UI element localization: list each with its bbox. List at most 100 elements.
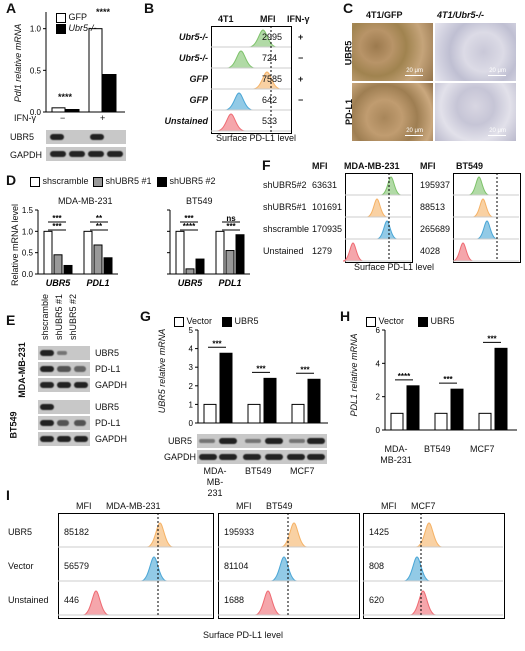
d-bar <box>103 257 113 275</box>
a-ytick-label: 1.0 <box>30 25 42 34</box>
e-label-ubr5-b: UBR5 <box>95 402 120 412</box>
f-histograms <box>342 173 411 262</box>
g-bar <box>203 403 217 424</box>
i-cell-name: MCF7 <box>411 501 436 511</box>
i-frame <box>58 513 214 619</box>
h-xlabel-2: MCF7 <box>470 444 495 454</box>
h-xlabel-1: BT549 <box>424 444 451 454</box>
scale-label: 20 μm <box>406 68 423 74</box>
i-peak <box>146 522 174 548</box>
b-row-label: Ubr5-/- <box>179 32 208 42</box>
i-peak <box>409 590 437 616</box>
g-bar <box>291 403 305 424</box>
g-blot-ubr5 <box>197 434 327 448</box>
f-row-label: shscramble <box>263 224 310 234</box>
e-blot-ubr5-a <box>38 346 90 360</box>
i-peak <box>140 556 168 582</box>
panel-a-ifn-label: IFN-γ <box>14 113 36 123</box>
g-bar <box>219 352 233 424</box>
f-row-label: shUBR5#1 <box>263 202 307 212</box>
f-histograms <box>452 173 519 262</box>
panel-d-label: D <box>6 172 17 188</box>
f-peak <box>476 220 498 240</box>
panel-e-lane-0: shscramble <box>40 293 50 340</box>
panel-e-lane-1: shUBR5 #1 <box>54 293 64 340</box>
ihc-gfp-ubr5: 20 μm <box>352 23 433 81</box>
i-mfi-header: MFI <box>236 501 252 511</box>
b-peak <box>224 92 254 111</box>
i-cell-name: MDA-MB-231 <box>106 501 161 511</box>
h-ytick-label: 4 <box>376 359 381 368</box>
panel-g-legend-0: Vector <box>174 316 212 327</box>
panel-f-xlabel: Surface PD-L1 level <box>354 262 435 272</box>
f-peak <box>366 198 388 218</box>
panel-d-legend-1: shUBR5 #1 <box>93 176 152 187</box>
h-bar <box>406 385 420 431</box>
i-mfi-value: 85182 <box>64 527 90 537</box>
panel-i-label: I <box>6 487 10 503</box>
f-mfi-value: 4028 <box>420 246 441 256</box>
g-xlabel-2: MCF7 <box>290 466 315 476</box>
f-peak <box>452 242 474 262</box>
f-peak <box>468 176 490 196</box>
i-peak <box>254 590 282 616</box>
panel-h-legend-0: Vector <box>366 316 404 327</box>
h-bar <box>434 412 448 431</box>
a-bar <box>88 28 103 113</box>
b-row-mfi: 533 <box>262 116 278 126</box>
a-bar <box>51 107 66 113</box>
panel-a-sig-right: **** <box>96 7 111 17</box>
d-bar <box>215 230 225 275</box>
d-bar <box>93 244 103 275</box>
i-mfi-value: 1425 <box>369 527 390 537</box>
e-label-pdl1-b: PD-L1 <box>95 418 121 428</box>
panel-b-xlabel: Surface PD-L1 level <box>216 133 297 143</box>
d-ytick-label: 1.5 <box>22 206 34 215</box>
d-sig: ** <box>96 214 103 223</box>
i-row-label: Unstained <box>8 595 49 605</box>
e-label-gapdh-b: GAPDH <box>95 434 128 444</box>
f-mfi-value: 101691 <box>312 202 343 212</box>
i-frame <box>363 513 505 619</box>
b-row-ifn: − <box>298 53 304 63</box>
f-peak <box>342 242 364 262</box>
e-label-pdl1-a: PD-L1 <box>95 364 121 374</box>
panel-a-ylabel: Pdl1 relative mRNA <box>13 23 23 103</box>
panel-e-label: E <box>6 312 16 328</box>
d-xlabel: UBR5 <box>46 278 71 288</box>
b-row-mfi: 724 <box>262 53 278 63</box>
panel-i-xlabel: Surface PD-L1 level <box>203 630 284 640</box>
h-bar <box>450 388 464 431</box>
panel-a-ifn-plus: + <box>100 113 106 123</box>
i-mfi-value: 56579 <box>64 561 90 571</box>
i-mfi-value: 81104 <box>224 561 249 571</box>
i-mfi-value: 620 <box>369 595 385 605</box>
g-sig: *** <box>212 339 222 348</box>
panel-b-header-4t1: 4T1 <box>218 14 234 24</box>
d-bar <box>43 230 53 275</box>
b-peak <box>216 113 246 132</box>
h-sig: **** <box>398 372 411 381</box>
panel-f-col-a: MDA-MB-231 <box>344 161 400 171</box>
g-xlabel-1: BT549 <box>245 466 272 476</box>
e-label-gapdh-a: GAPDH <box>95 380 128 390</box>
d-xlabel: PDL1 <box>218 278 241 288</box>
panel-a-blot-ubr5 <box>46 130 126 144</box>
panel-a-ifn-minus: − <box>60 113 66 123</box>
panel-e-cell-b: BT549 <box>8 411 19 439</box>
panel-e-lane-2: shUBR5 #2 <box>68 293 78 340</box>
panel-a-blot-label-gapdh: GAPDH <box>10 150 43 160</box>
e-blot-ubr5-b <box>38 400 90 414</box>
f-peak <box>472 198 494 218</box>
f-mfi-value: 170935 <box>312 224 343 234</box>
d-xlabel: UBR5 <box>178 278 203 288</box>
a-ytick-label: 0.5 <box>30 66 42 75</box>
panel-f-mfi-a: MFI <box>312 161 328 171</box>
e-blot-gapdh-b <box>38 432 90 446</box>
e-label-ubr5-a: UBR5 <box>95 348 120 358</box>
g-bar <box>247 403 261 424</box>
panel-d-title-0: MDA-MB-231 <box>58 196 113 206</box>
h-ytick-label: 6 <box>376 326 381 335</box>
b-row-label: GFP <box>189 74 208 84</box>
h-bar <box>390 412 404 431</box>
